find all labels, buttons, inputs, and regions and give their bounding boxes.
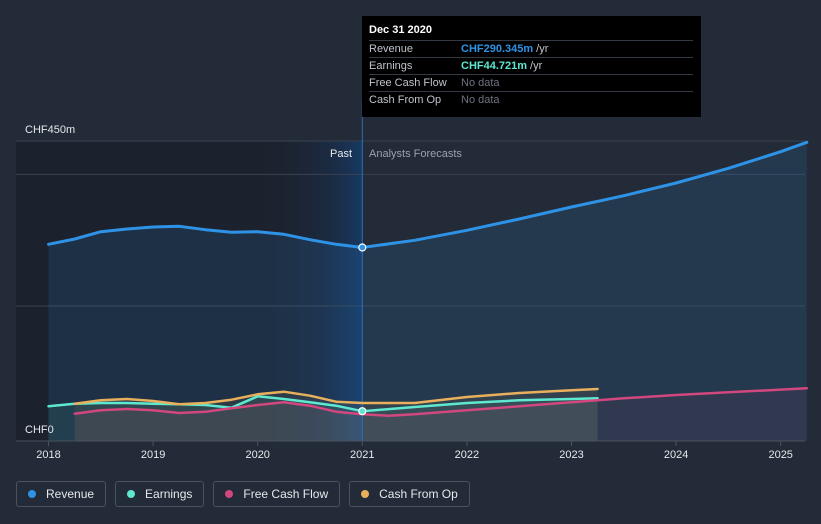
- legend-dot-icon: [225, 490, 234, 498]
- y-axis-bottom-label: CHF0: [25, 424, 54, 436]
- tooltip-row: Free Cash Flow No data: [369, 74, 693, 91]
- x-tick-label: 2020: [245, 449, 269, 461]
- line-free-cash-flow: [73, 387, 809, 417]
- y-axis-top-label: CHF450m: [25, 124, 75, 136]
- x-tick-label: 2023: [559, 449, 583, 461]
- line-earnings: [47, 395, 599, 413]
- series-lines: [47, 140, 809, 417]
- line-cash-from-op: [73, 387, 599, 406]
- x-axis: 2018 2019 2020 2021 2022 2023 2024 2025: [16, 440, 805, 461]
- legend-dot-icon: [127, 490, 136, 498]
- tooltip-row: Revenue CHF290.345m/yr: [369, 40, 693, 57]
- x-tick-label: 2021: [350, 449, 374, 461]
- line-revenue: [47, 140, 809, 249]
- area-free-cash-flow: [74, 388, 807, 441]
- marker-revenue: [358, 243, 367, 252]
- legend-label: Free Cash Flow: [243, 487, 329, 501]
- tooltip-rows: Revenue CHF290.345m/yr Earnings CHF44.721m /…: [369, 40, 693, 108]
- marker-earnings: [358, 407, 367, 416]
- x-tick-label: 2025: [768, 449, 792, 461]
- past-highlight: [257, 141, 363, 441]
- legend-item-revenue[interactable]: Revenue: [16, 481, 107, 507]
- legend-dot-icon: [361, 490, 370, 498]
- area-revenue: [48, 142, 807, 442]
- financial-chart: CHF450m CHF0 Past Analysts Forecasts 201…: [16, 100, 809, 461]
- x-tick-label: 2019: [141, 449, 165, 461]
- tooltip-row-label: Revenue: [369, 43, 414, 55]
- legend-dot-icon: [28, 490, 36, 498]
- tooltip-row-unit: /yr: [530, 60, 543, 72]
- legend-item-earnings[interactable]: Earnings: [115, 481, 205, 507]
- forecast-label: Analysts Forecasts: [369, 148, 462, 160]
- tooltip-row-label: Free Cash Flow: [369, 77, 447, 89]
- tooltip-row-value: CHF44.721m: [461, 60, 528, 72]
- tooltip: Dec 31 2020 Revenue CHF290.345m/yr Earning…: [362, 16, 701, 117]
- tooltip-row-unit: /yr: [536, 43, 549, 55]
- past-label: Past: [330, 148, 352, 160]
- legend-label: Earnings: [145, 487, 193, 501]
- tooltip-row-value: No data: [461, 77, 500, 89]
- area-earnings: [48, 396, 598, 441]
- legend: Revenue Earnings Free Cash Flow Cash From O…: [16, 481, 470, 507]
- x-tick-label: 2024: [664, 449, 688, 461]
- legend-label: Cash From Op: [379, 487, 458, 501]
- tooltip-row-label: Cash From Op: [369, 94, 442, 106]
- x-tick-label: 2018: [36, 449, 60, 461]
- hover-markers: [358, 243, 367, 416]
- series-areas: [48, 142, 807, 442]
- x-tick-label: 2022: [455, 449, 479, 461]
- legend-item-cash-from-op[interactable]: Cash From Op: [349, 481, 470, 507]
- tooltip-row-value: No data: [461, 94, 500, 106]
- legend-label: Revenue: [46, 487, 95, 501]
- legend-item-free-cash-flow[interactable]: Free Cash Flow: [213, 481, 341, 507]
- tooltip-row: Cash From Op No data: [369, 91, 693, 108]
- tooltip-row-value: CHF290.345m: [461, 43, 534, 55]
- tooltip-row: Earnings CHF44.721m/yr: [369, 57, 693, 74]
- tooltip-date: Dec 31 2020: [369, 24, 432, 36]
- tooltip-row-label: Earnings: [369, 60, 413, 72]
